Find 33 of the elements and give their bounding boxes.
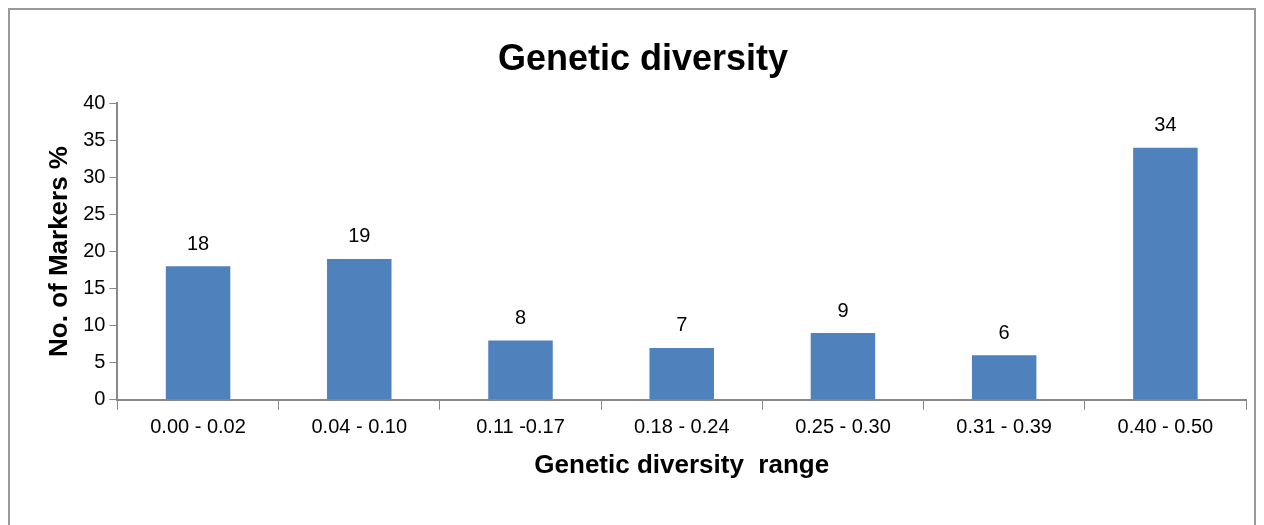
bar: [810, 333, 876, 400]
x-axis-title: Genetic diversity range: [534, 448, 830, 479]
data-label: 34: [1154, 113, 1177, 136]
data-label: 8: [514, 306, 527, 328]
x-tick-label: 0.04 - 0.10: [311, 415, 408, 438]
y-tick-label: 20: [83, 239, 106, 262]
y-tick-label: 10: [83, 313, 106, 336]
y-tick-label: 35: [83, 127, 106, 150]
y-tick-label: 0: [94, 387, 106, 410]
data-label: 19: [348, 224, 371, 247]
y-tick-label: 5: [94, 350, 106, 373]
data-label: 9: [837, 298, 849, 321]
y-tick-label: 15: [83, 276, 106, 299]
x-tick-label: 0.25 - 0.30: [795, 415, 891, 438]
bar: [327, 258, 392, 400]
data-label: 18: [186, 231, 210, 254]
data-label: 7: [676, 313, 688, 336]
x-tick-label: 0.11 -0.17: [476, 415, 565, 438]
y-axis-title: No. of Markers %: [42, 146, 73, 357]
x-tick-label: 0.00 - 0.02: [150, 415, 246, 438]
bar: [488, 340, 553, 400]
x-tick-label: 0.18 - 0.24: [633, 415, 730, 438]
y-tick-label: 40: [83, 90, 106, 113]
chart-title: Genetic diversity: [497, 36, 789, 78]
x-tick-label: 0.40 - 0.50: [1117, 415, 1214, 438]
bar: [1133, 147, 1198, 400]
data-label: 6: [998, 320, 1010, 343]
bar: [649, 347, 714, 400]
y-tick-label: 30: [83, 164, 106, 187]
y-tick-label: 25: [83, 201, 106, 224]
bar: [971, 355, 1037, 400]
bar: [165, 266, 231, 400]
x-tick-label: 0.31 - 0.39: [956, 415, 1052, 438]
